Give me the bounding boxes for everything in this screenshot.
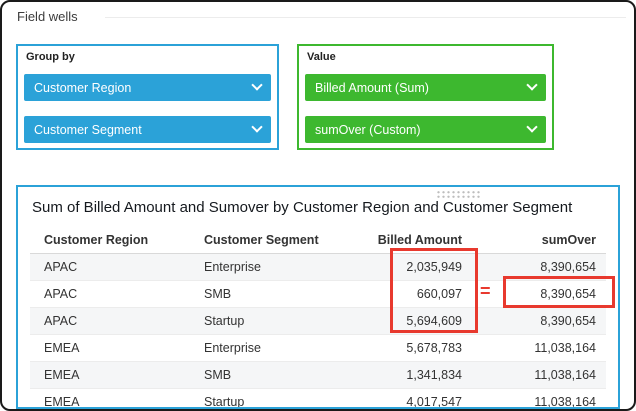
table-row: EMEA Startup 4,017,547 11,038,164: [30, 388, 606, 407]
group-by-label: Group by: [26, 51, 75, 63]
table-row: EMEA Enterprise 5,678,783 11,038,164: [30, 334, 606, 362]
drag-handle-icon[interactable]: [436, 190, 480, 199]
col-header-customer-segment: Customer Segment: [190, 227, 340, 254]
field-pill-billed-amount-sum[interactable]: Billed Amount (Sum): [305, 74, 546, 101]
field-pill-label: Customer Segment: [34, 122, 142, 137]
cell-billed-amount: 5,694,609: [340, 307, 472, 335]
cell-segment: SMB: [190, 361, 340, 389]
cell-sumover: 11,038,164: [472, 361, 606, 389]
visual-panel: Sum of Billed Amount and Sumover by Cust…: [16, 185, 620, 409]
table-row: APAC Startup 5,694,609 8,390,654: [30, 307, 606, 335]
value-well: Value Billed Amount (Sum) sumOver (Custo…: [297, 44, 554, 150]
field-pill-label: Billed Amount (Sum): [315, 80, 429, 95]
table-row: APAC Enterprise 2,035,949 8,390,654: [30, 253, 606, 281]
chevron-down-icon: [526, 121, 538, 133]
cell-segment: Startup: [190, 388, 340, 407]
group-by-well: Group by Customer Region Customer Segmen…: [16, 44, 279, 150]
equals-annotation: =: [480, 281, 491, 301]
cell-sumover: 11,038,164: [472, 334, 606, 362]
field-wells-heading: Field wells: [17, 9, 78, 24]
cell-region: EMEA: [30, 334, 190, 362]
cell-segment: Startup: [190, 307, 340, 335]
cell-sumover: 8,390,654: [472, 280, 606, 308]
cell-billed-amount: 5,678,783: [340, 334, 472, 362]
value-label: Value: [307, 51, 336, 63]
cell-region: EMEA: [30, 388, 190, 407]
cell-sumover: 11,038,164: [472, 388, 606, 407]
cell-region: APAC: [30, 307, 190, 335]
field-pill-customer-segment[interactable]: Customer Segment: [24, 116, 271, 143]
cell-region: APAC: [30, 280, 190, 308]
field-pill-label: sumOver (Custom): [315, 122, 421, 137]
table-header-row: Customer Region Customer Segment Billed …: [30, 227, 606, 254]
chevron-down-icon: [251, 121, 263, 133]
col-header-customer-region: Customer Region: [30, 227, 190, 254]
highlight-box-billed-amount: [390, 248, 478, 333]
field-pill-sumover-custom[interactable]: sumOver (Custom): [305, 116, 546, 143]
chevron-down-icon: [251, 79, 263, 91]
cell-segment: Enterprise: [190, 253, 340, 281]
cell-segment: Enterprise: [190, 334, 340, 362]
cell-billed-amount: 660,097: [340, 280, 472, 308]
field-pill-customer-region[interactable]: Customer Region: [24, 74, 271, 101]
col-header-sumover: sumOver: [472, 227, 606, 254]
field-pill-label: Customer Region: [34, 80, 132, 95]
cell-billed-amount: 1,341,834: [340, 361, 472, 389]
table-row: APAC SMB 660,097 8,390,654: [30, 280, 606, 308]
cell-sumover: 8,390,654: [472, 307, 606, 335]
cell-region: EMEA: [30, 361, 190, 389]
table-row: EMEA SMB 1,341,834 11,038,164: [30, 361, 606, 389]
visual-title: Sum of Billed Amount and Sumover by Cust…: [32, 199, 573, 216]
cell-sumover: 8,390,654: [472, 253, 606, 281]
cell-billed-amount: 2,035,949: [340, 253, 472, 281]
cell-region: APAC: [30, 253, 190, 281]
cell-billed-amount: 4,017,547: [340, 388, 472, 407]
cell-segment: SMB: [190, 280, 340, 308]
data-table: Customer Region Customer Segment Billed …: [30, 227, 606, 407]
highlight-box-sumover-value: [503, 276, 615, 308]
header-divider: [105, 17, 626, 18]
chevron-down-icon: [526, 79, 538, 91]
